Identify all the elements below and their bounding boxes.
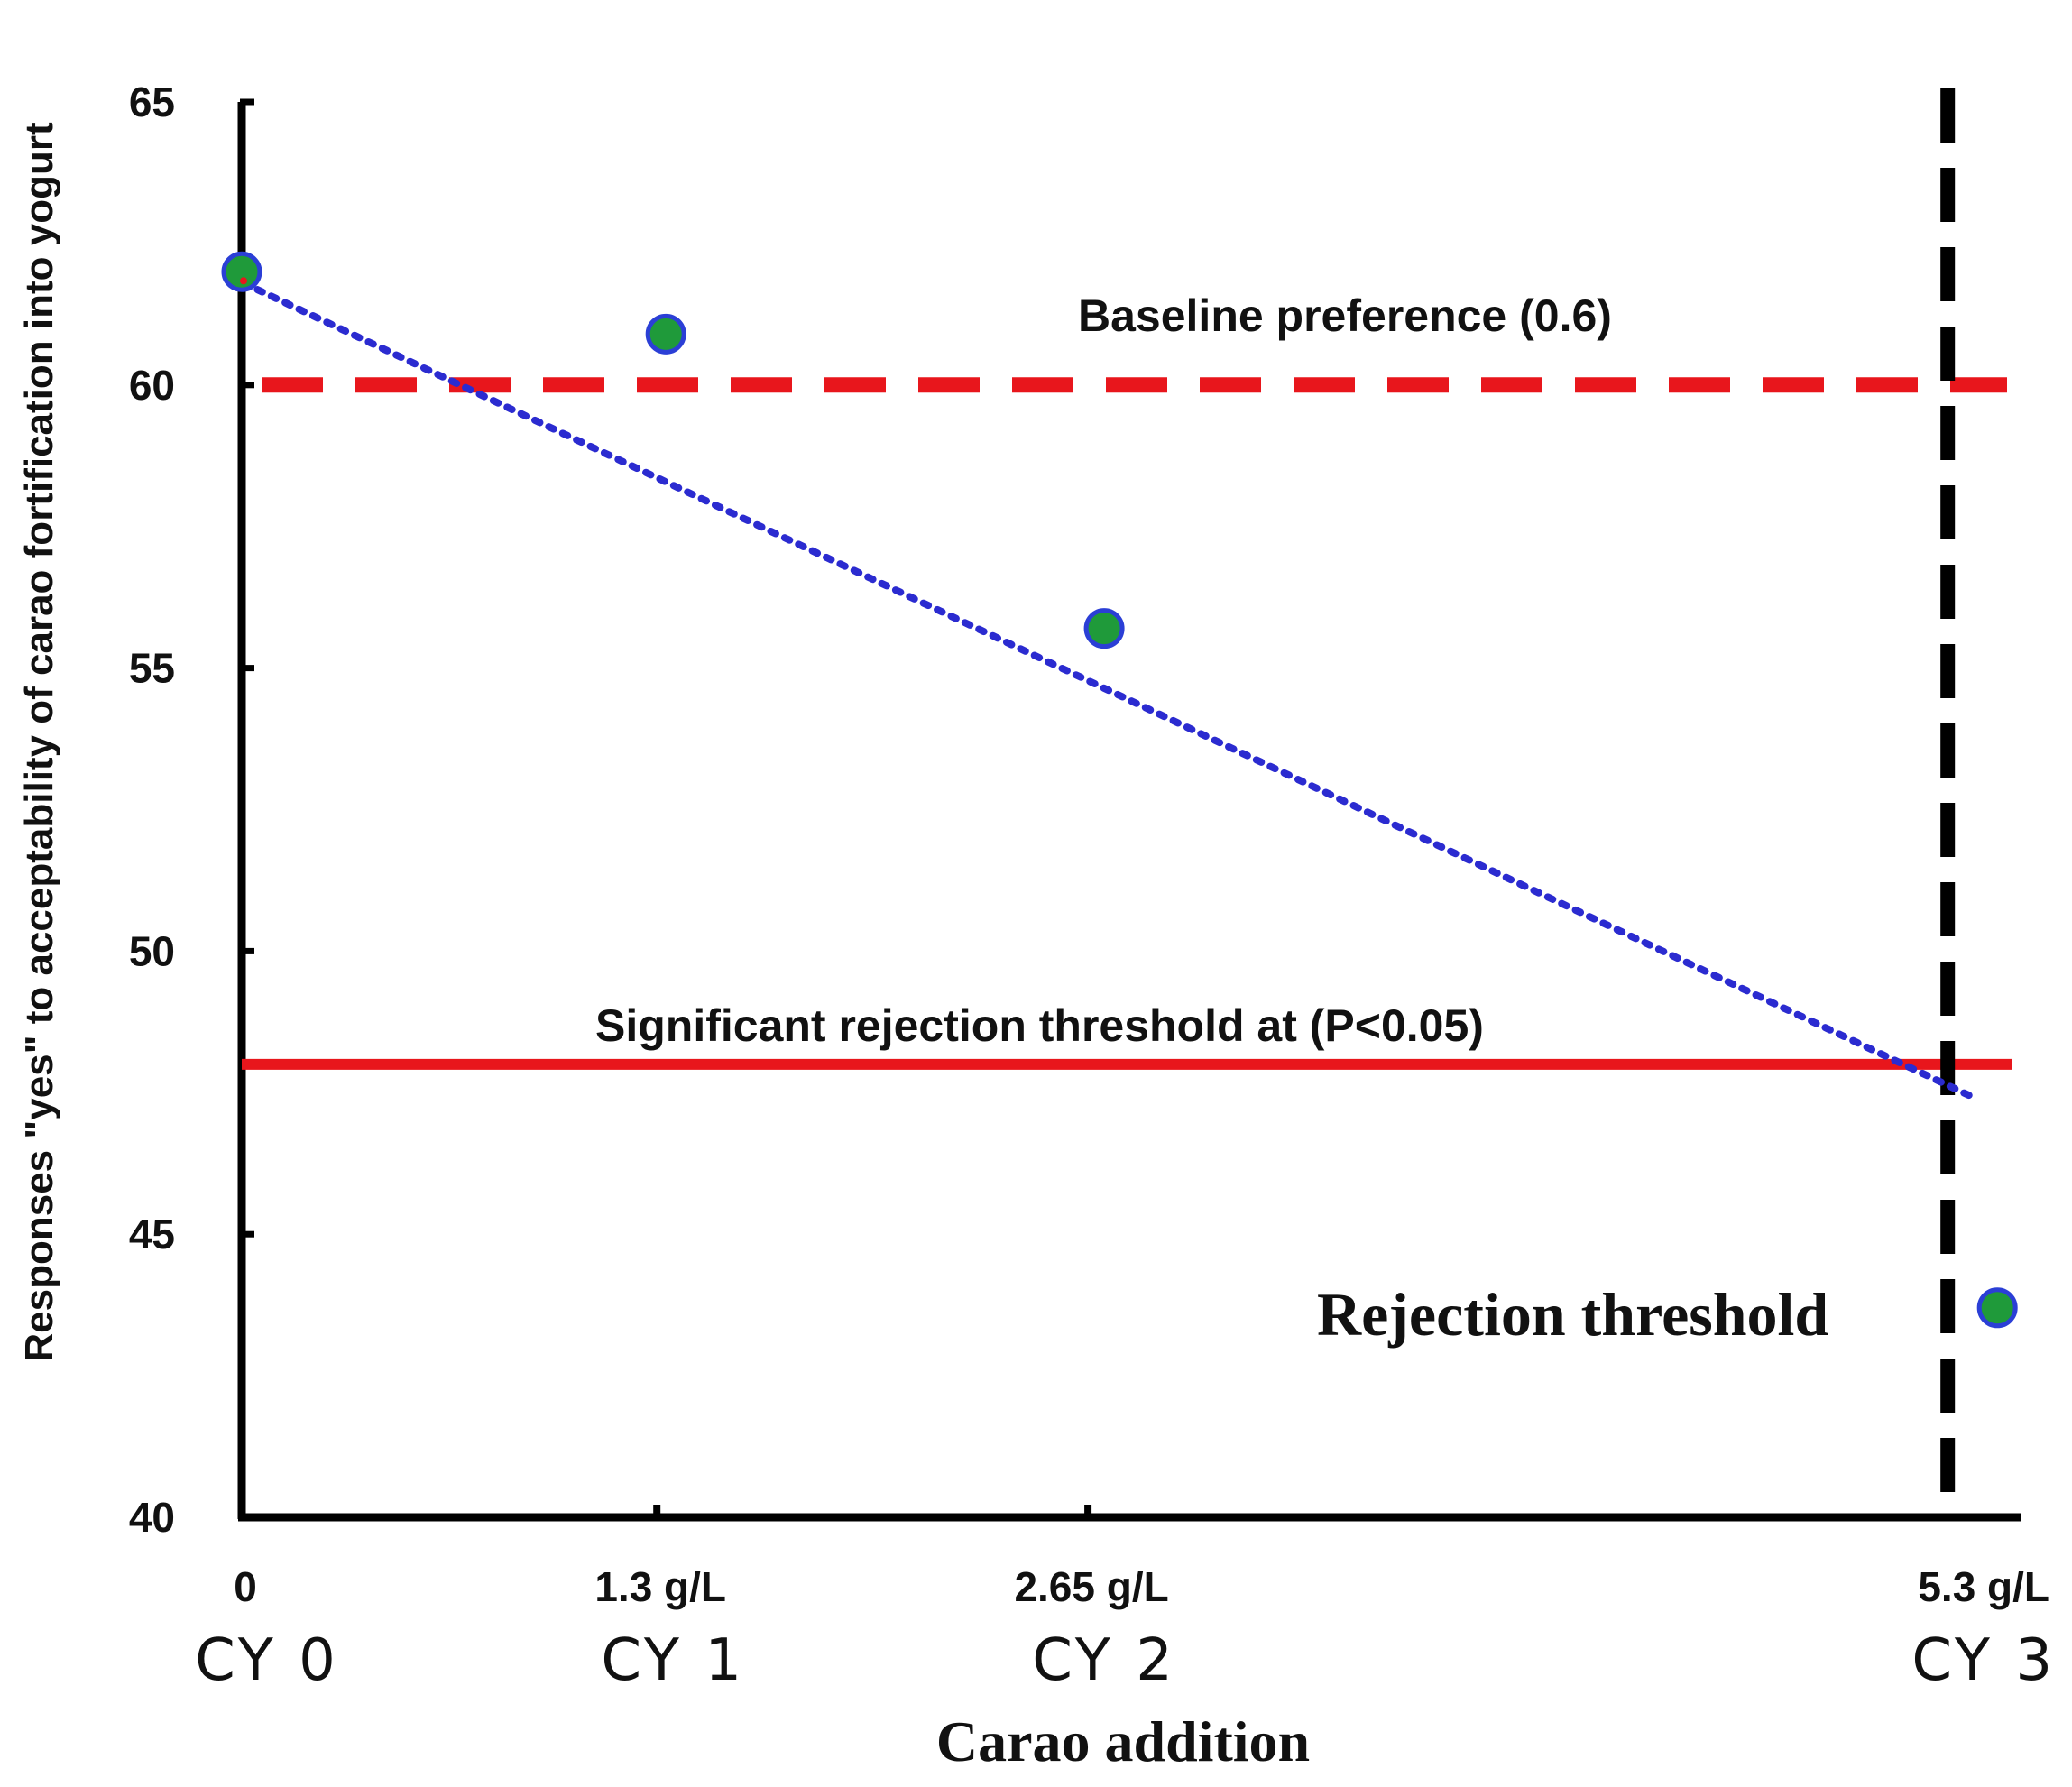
data-point [645, 313, 686, 355]
trendline-group [240, 279, 1979, 1102]
y-tick-label: 40 [129, 1494, 175, 1541]
y-tick-label: 55 [129, 645, 175, 692]
x-tick-label: 0 [234, 1563, 257, 1610]
category-code-label: CY 3 [1911, 1627, 2056, 1694]
y-tick-label: 50 [129, 927, 175, 974]
significance-label: Significant rejection threshold at (P<0.… [595, 1000, 1484, 1051]
data-point [221, 251, 262, 292]
data-point [1083, 608, 1125, 649]
x-tick-label: 5.3 g/L [1918, 1563, 2049, 1610]
baseline-label: Baseline preference (0.6) [1078, 290, 1612, 341]
data-points [221, 251, 2018, 1329]
data-point-marker [240, 277, 247, 285]
x-tick-label: 2.65 g/L [1014, 1563, 1168, 1610]
y-tick-label: 65 [129, 78, 175, 125]
trendline [240, 279, 1979, 1102]
category-code-label: CY 0 [195, 1627, 339, 1694]
category-code-label: CY 1 [601, 1627, 745, 1694]
rejection-label: Rejection threshold [1317, 1280, 1828, 1349]
reference-lines [242, 88, 2012, 1517]
x-axis-title: Carao addition [936, 1709, 1310, 1773]
y-tick-label: 45 [129, 1211, 175, 1257]
y-axis-title: Responses "yes" to acceptability of cara… [17, 122, 61, 1362]
x-tick-label: 1.3 g/L [594, 1563, 726, 1610]
data-point [1976, 1287, 2018, 1329]
y-tick-label: 60 [129, 362, 175, 409]
axes: 40 45 50 55 60 65 0 CY 0 1.3 g/L CY 1 2.65 g/L CY 2… [129, 78, 2056, 1694]
labels: Baseline preference (0.6) Significant rej… [17, 122, 1828, 1773]
category-code-label: CY 2 [1032, 1627, 1176, 1694]
